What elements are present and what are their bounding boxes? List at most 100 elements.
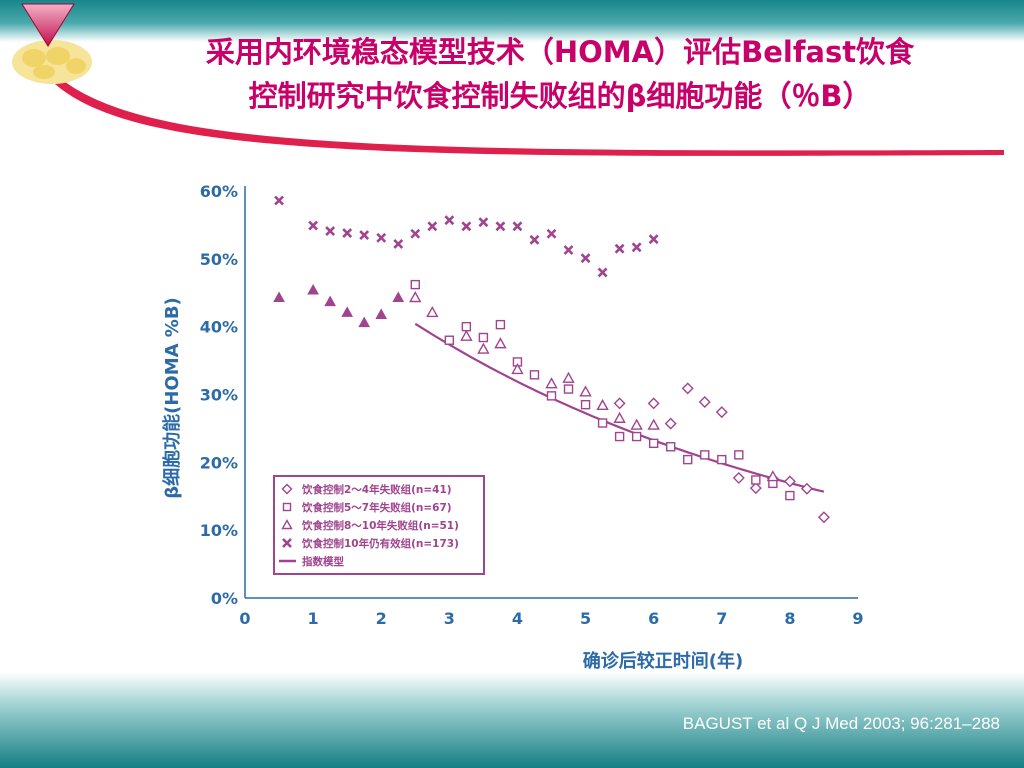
x-point — [274, 195, 284, 206]
x-point — [614, 243, 625, 254]
square-point — [563, 384, 574, 394]
x-point — [342, 228, 353, 238]
exponential-model-line — [414, 322, 825, 493]
x-point — [495, 221, 506, 232]
diamond-point — [749, 482, 762, 495]
legend: 饮食控制2～4年失败组(n=41) 饮食控制5～7年失败组(n=67) 饮食控制8～… — [273, 475, 485, 575]
x-point — [648, 234, 659, 245]
legend-label: 饮食控制2～4年失败组(n=41) — [301, 483, 452, 496]
x-point — [478, 217, 489, 228]
x-point — [546, 228, 557, 239]
x-tick-label: 0 — [239, 609, 250, 628]
legend-label: 饮食控制8～10年失败组(n=51) — [301, 519, 459, 532]
diamond-point — [783, 475, 796, 488]
square-point — [597, 418, 608, 428]
x-point — [282, 538, 292, 548]
x-point — [512, 221, 523, 232]
x-point — [325, 226, 336, 236]
y-tick-label: 0% — [211, 589, 238, 608]
square-point — [700, 450, 710, 460]
x-point — [376, 232, 387, 243]
pancreas-logo — [12, 3, 92, 84]
x-point — [359, 230, 370, 241]
square-point — [529, 370, 540, 380]
title-line-1: 采用内环境稳态模型技术（HOMA）评估Belfast饮食 — [205, 35, 915, 69]
x-tick-label: 3 — [444, 609, 455, 628]
triangle-point — [409, 291, 422, 303]
filled-triangle-point — [307, 284, 319, 295]
triangle-point — [562, 371, 575, 383]
square-point — [665, 442, 676, 452]
x-tick-label: 4 — [512, 609, 523, 628]
legend-label: 指数模型 — [302, 555, 344, 568]
diamond-point — [715, 406, 728, 419]
x-tick-label: 6 — [648, 609, 659, 628]
x-point — [631, 242, 642, 253]
x-point — [410, 228, 421, 239]
x-point — [427, 221, 438, 232]
square-point — [461, 321, 472, 332]
square-point — [444, 335, 455, 345]
diamond-point — [613, 397, 626, 410]
square-point — [734, 450, 744, 460]
square-point — [410, 279, 420, 290]
y-tick-label: 30% — [200, 386, 238, 405]
square-point — [717, 454, 727, 465]
legend-label: 饮食控制10年仍有效组(n=173) — [301, 537, 459, 550]
triangle-point — [511, 362, 524, 375]
diamond-point — [732, 471, 745, 484]
legend-items: 饮食控制2～4年失败组(n=41) 饮食控制5～7年失败组(n=67) 饮食控制8～… — [279, 483, 459, 568]
x-tick-label: 9 — [852, 609, 863, 628]
top-band — [0, 0, 1024, 42]
diamond-point — [800, 482, 813, 495]
filled-triangle-point — [375, 308, 388, 319]
triangle-point — [596, 398, 609, 411]
square-point — [648, 438, 659, 449]
x-point — [393, 238, 404, 249]
title-line-2: 控制研究中饮食控制失败组的β细胞功能（％B） — [248, 79, 872, 113]
y-tick-label: 10% — [200, 521, 238, 540]
bottom-band — [0, 672, 1024, 768]
y-tick-label: 50% — [200, 250, 238, 269]
filled-triangle-point — [273, 291, 285, 302]
x-axis-label: 确诊后较正时间(年) — [583, 650, 743, 672]
square-point — [751, 475, 761, 485]
y-tick-label: 40% — [200, 318, 238, 337]
x-point — [444, 215, 455, 226]
filled-triangle-point — [392, 291, 405, 302]
filled-triangle-point — [324, 295, 336, 307]
diamond-point — [647, 397, 660, 410]
legend-box — [273, 475, 485, 575]
triangle-point — [477, 342, 490, 354]
triangle-point — [426, 305, 439, 318]
x-tick-label: 5 — [580, 609, 591, 628]
triangle-point — [281, 519, 293, 530]
square-point — [282, 502, 292, 512]
square-point — [546, 391, 557, 401]
triangle-point — [494, 337, 507, 349]
square-point — [631, 431, 642, 442]
x-point — [308, 220, 319, 231]
diamond-point — [664, 417, 677, 430]
x-point — [563, 245, 574, 255]
triangle-point — [460, 329, 473, 341]
triangle-point — [630, 418, 643, 430]
x-point — [580, 253, 591, 264]
y-tick-label: 60% — [200, 182, 238, 201]
square-point — [614, 431, 625, 442]
triangle-point — [613, 411, 626, 423]
y-tick-label: 20% — [200, 453, 238, 472]
x-tick-label: 8 — [784, 609, 795, 628]
x-tick-label: 1 — [308, 609, 319, 628]
square-point — [580, 399, 591, 410]
triangle-point — [579, 385, 592, 397]
diamond-point — [817, 511, 830, 524]
citation: BAGUST et al Q J Med 2003; 96:281–288 — [682, 714, 1000, 733]
diamond-point — [281, 483, 293, 495]
diamond-point — [698, 395, 711, 408]
x-tick-labels: 0 1 2 3 4 5 6 7 8 9 — [239, 609, 863, 628]
filled-triangle-point — [341, 306, 354, 317]
x-point — [461, 221, 472, 232]
triangle-point — [647, 418, 660, 430]
